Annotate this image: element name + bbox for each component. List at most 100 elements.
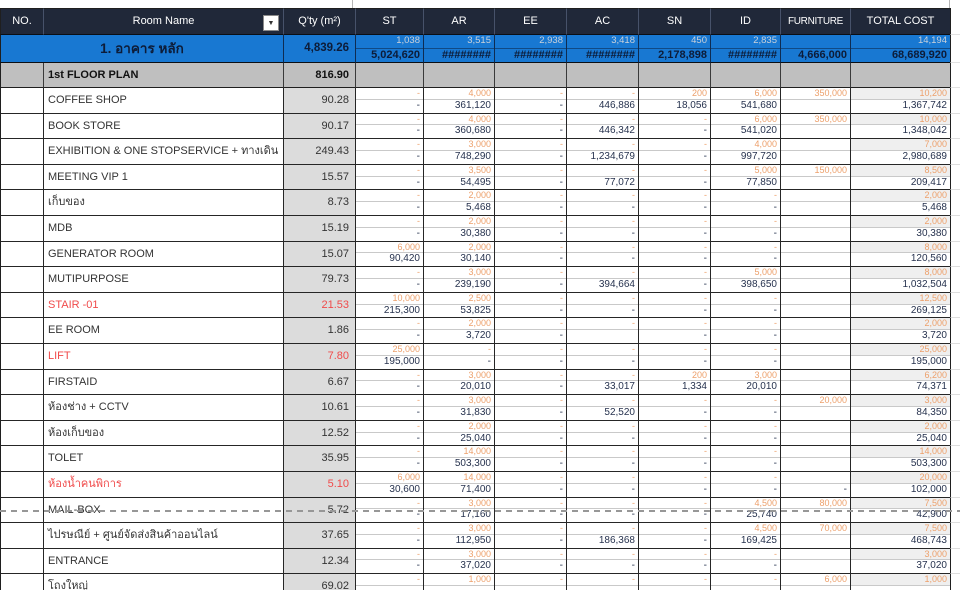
sn-cell[interactable]: -- [638,318,710,344]
ac-cell[interactable]: -- [566,190,638,216]
st-cell[interactable]: 10,000 215,300 [355,292,423,319]
room-name-cell[interactable]: MUTIPURPOSE [43,267,283,293]
ac-cell[interactable]: -1,234,679 [566,139,638,165]
no-cell[interactable] [0,113,43,140]
no-cell[interactable] [0,164,43,191]
sn-cell[interactable]: -- [638,190,710,216]
st-cell[interactable]: -- [355,446,423,472]
ee-cell[interactable]: -- [494,548,566,575]
section-ee-cell[interactable] [494,63,566,88]
ar-cell[interactable]: 3,000 37,020 [423,548,494,575]
room-name-cell[interactable]: COFFEE SHOP [43,88,283,114]
no-cell[interactable] [0,420,43,447]
ee-cell[interactable]: -- [494,267,566,293]
id-cell[interactable]: 6,000 541,020 [710,113,780,140]
ar-cell[interactable]: 3,000 239,190 [423,267,494,293]
st-cell[interactable]: -- [355,369,423,396]
total-cost-cell[interactable]: 8,500 209,417 [850,164,950,191]
st-cell[interactable]: -- [355,215,423,242]
room-name-cell[interactable]: ห้องเก็บของ [43,420,283,447]
ee-cell[interactable]: -- [494,369,566,396]
id-cell[interactable]: -- [710,343,780,370]
qty-cell[interactable]: 90.17 [283,113,355,140]
sn-cell[interactable]: -- [638,420,710,447]
ac-cell[interactable]: -77,072 [566,164,638,191]
id-cell[interactable]: 4,000 997,720 [710,139,780,165]
room-name-cell[interactable]: ห้องช่าง + CCTV [43,395,283,421]
ar-cell[interactable]: 4,000 361,120 [423,88,494,114]
furniture-cell[interactable]: 350,000 [780,88,850,114]
id-cell[interactable]: -- [710,215,780,242]
id-cell[interactable]: 4,500 169,425 [710,523,780,549]
no-cell[interactable] [0,267,43,293]
furniture-cell[interactable] [780,267,850,293]
summary-ac-cell[interactable]: 3,418 ######## [566,35,638,63]
room-name-cell[interactable]: MDB [43,215,283,242]
ee-cell[interactable]: -- [494,523,566,549]
section-no-cell[interactable] [0,63,43,88]
total-cost-cell[interactable]: 7,500 468,743 [850,523,950,549]
furniture-cell[interactable] [780,190,850,216]
room-name-cell[interactable]: LIFT [43,343,283,370]
col-header-ac[interactable]: AC [566,8,638,35]
sn-cell[interactable]: -- [638,164,710,191]
ee-cell[interactable]: -- [494,420,566,447]
room-name-cell[interactable]: ENTRANCE [43,548,283,575]
no-cell[interactable] [0,241,43,268]
section-furniture-cell[interactable] [780,63,850,88]
ar-cell[interactable]: 3,000 31,830 [423,395,494,421]
ee-cell[interactable]: -- [494,190,566,216]
furniture-cell[interactable]: 6,000 [780,574,850,590]
room-name-cell[interactable]: เก็บของ [43,190,283,216]
id-cell[interactable]: 5,000 77,850 [710,164,780,191]
ee-cell[interactable]: -- [494,471,566,498]
total-cost-cell[interactable]: 14,000 503,300 [850,446,950,472]
id-cell[interactable]: -- [710,446,780,472]
no-cell[interactable] [0,292,43,319]
st-cell[interactable]: 6,000 90,420 [355,241,423,268]
ac-cell[interactable]: - [566,318,638,344]
total-cost-cell[interactable]: 2,000 30,380 [850,215,950,242]
ar-cell[interactable]: 2,000 25,040 [423,420,494,447]
col-header-total-cost[interactable]: TOTAL COST [850,8,950,35]
room-name-cell[interactable]: ห้องน้ำคนพิการ [43,471,283,498]
total-cost-cell[interactable]: 2,000 3,720 [850,318,950,344]
st-cell[interactable]: -- [355,523,423,549]
room-name-cell[interactable]: STAIR -01 [43,292,283,319]
furniture-cell[interactable] [780,215,850,242]
furniture-cell[interactable] [780,241,850,268]
section-total-cell[interactable] [850,63,950,88]
section-ac-cell[interactable] [566,63,638,88]
ee-cell[interactable]: -- [494,318,566,344]
no-cell[interactable] [0,523,43,549]
summary-id-cell[interactable]: 2,835 ######## [710,35,780,63]
sn-cell[interactable]: -- [638,471,710,498]
ee-cell[interactable]: -- [494,113,566,140]
no-cell[interactable] [0,190,43,216]
sn-cell[interactable]: -- [638,548,710,575]
total-cost-cell[interactable]: 6,200 74,371 [850,369,950,396]
qty-cell[interactable]: 79.73 [283,267,355,293]
ee-cell[interactable]: -- [494,88,566,114]
sn-cell[interactable]: 200 1,334 [638,369,710,396]
room-name-cell[interactable]: MEETING VIP 1 [43,164,283,191]
ac-cell[interactable]: -- [566,215,638,242]
summary-st-cell[interactable]: 1,038 5,024,620 [355,35,423,63]
qty-cell[interactable]: 15.57 [283,164,355,191]
section-st-cell[interactable] [355,63,423,88]
total-cost-cell[interactable]: 20,000 102,000 [850,471,950,498]
total-cost-cell[interactable]: 12,500 269,125 [850,292,950,319]
qty-cell[interactable]: 15.19 [283,215,355,242]
room-name-cell[interactable]: FIRSTAID [43,369,283,396]
sn-cell[interactable]: -- [638,241,710,268]
ar-cell[interactable]: 3,000 112,950 [423,523,494,549]
ac-cell[interactable]: -446,886 [566,88,638,114]
id-cell[interactable]: -- [710,190,780,216]
sn-cell[interactable]: - [638,574,710,590]
no-cell[interactable] [0,318,43,344]
qty-cell[interactable]: 90.28 [283,88,355,114]
id-cell[interactable]: -- [710,292,780,319]
ar-cell[interactable]: 4,000 360,680 [423,113,494,140]
total-cost-cell[interactable]: 3,000 37,020 [850,548,950,575]
room-name-cell[interactable]: GENERATOR ROOM [43,241,283,268]
